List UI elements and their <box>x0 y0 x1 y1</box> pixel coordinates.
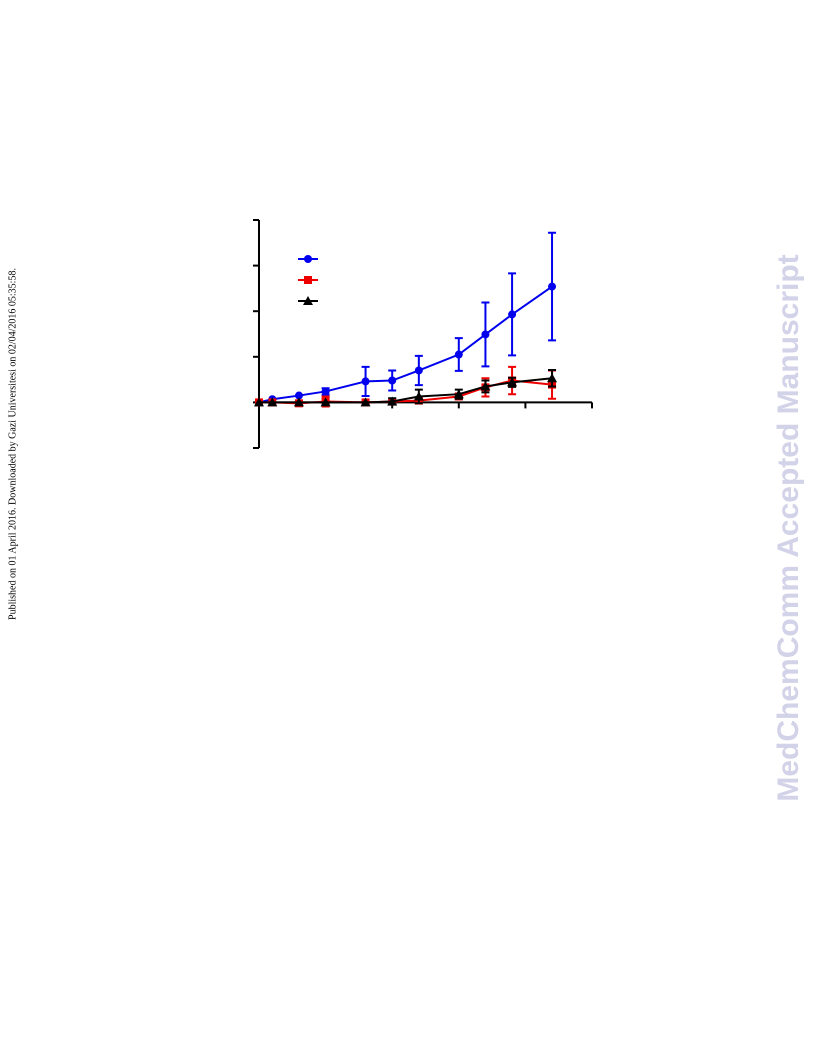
legend-marker <box>303 296 313 305</box>
marker <box>267 397 278 407</box>
marker <box>414 366 423 375</box>
marker <box>454 350 463 359</box>
marker <box>548 282 557 291</box>
legend-marker <box>304 255 312 263</box>
marker <box>254 397 264 407</box>
marker <box>413 391 424 401</box>
marker <box>453 389 464 399</box>
legend-marker <box>304 276 312 284</box>
marker <box>293 397 304 407</box>
marker <box>320 397 331 407</box>
marker <box>547 373 558 383</box>
marker <box>480 381 491 391</box>
marker <box>321 387 330 396</box>
marker <box>508 310 517 319</box>
marker <box>507 377 518 387</box>
marker <box>294 391 303 400</box>
marker <box>360 397 371 407</box>
marker <box>361 377 370 386</box>
marker <box>388 376 397 385</box>
marker <box>387 396 398 406</box>
marker <box>481 330 490 339</box>
